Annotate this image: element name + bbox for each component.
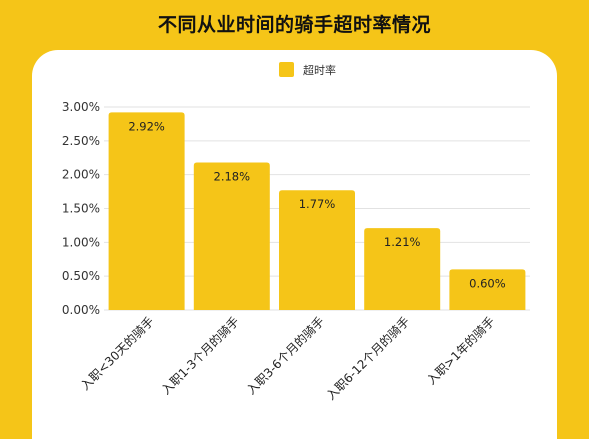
- y-tick-label: 3.00%: [62, 100, 100, 114]
- y-tick-label: 1.00%: [62, 235, 100, 249]
- bar: [364, 228, 441, 310]
- bar: [449, 269, 526, 310]
- y-axis-ticks: 0.00% 0.50% 1.00% 1.50% 2.00% 2.50% 3.00%: [62, 100, 100, 317]
- x-category-label: 入职3-6个月的骑手: [243, 314, 327, 398]
- data-label: 1.21%: [384, 235, 421, 249]
- legend-label: 超时率: [303, 63, 336, 77]
- bar: [108, 112, 185, 310]
- y-tick-label: 0.50%: [62, 269, 100, 283]
- legend: 超时率: [279, 62, 336, 77]
- bar: [193, 162, 270, 310]
- x-category-label: 入职<30天的骑手: [77, 314, 156, 393]
- x-category-label: 入职6-12个月的骑手: [323, 314, 412, 403]
- data-label: 1.77%: [299, 197, 336, 211]
- chart-title: 不同从业时间的骑手超时率情况: [157, 14, 431, 36]
- y-tick-label: 0.00%: [62, 303, 100, 317]
- x-category-label: 入职1-3个月的骑手: [158, 314, 242, 398]
- x-axis-categories: 入职<30天的骑手 入职1-3个月的骑手 入职3-6个月的骑手入职6-12个月的骑手…: [77, 314, 497, 403]
- data-label: 0.60%: [469, 276, 506, 290]
- data-labels: 2.92% 2.18% 1.77% 1.21% 0.60%: [128, 119, 505, 290]
- y-tick-label: 1.50%: [62, 202, 100, 216]
- data-label: 2.92%: [128, 119, 165, 133]
- data-label: 2.18%: [214, 169, 251, 183]
- bar: [279, 190, 355, 310]
- y-tick-label: 2.50%: [62, 134, 100, 148]
- x-category-label: 入职>1年的骑手: [423, 314, 497, 388]
- legend-swatch: [279, 62, 294, 77]
- y-tick-label: 2.00%: [62, 168, 100, 182]
- bars: [108, 112, 526, 310]
